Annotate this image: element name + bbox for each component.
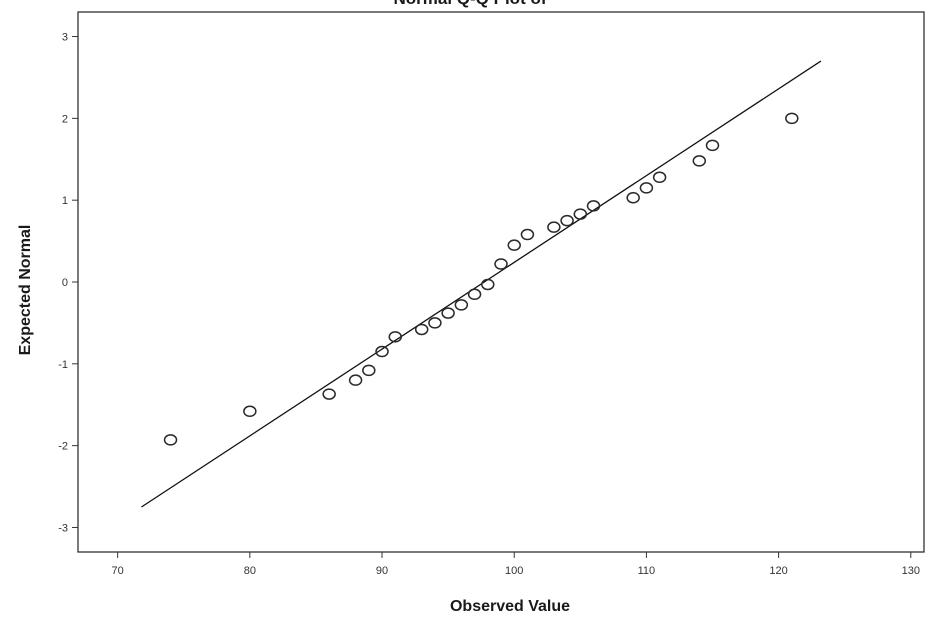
data-point <box>362 364 376 377</box>
data-point <box>375 345 389 358</box>
y-tick-label: -3 <box>58 522 68 534</box>
x-tick-label: 100 <box>505 565 523 577</box>
data-point <box>639 182 654 194</box>
x-tick-label: 90 <box>376 565 388 577</box>
data-point <box>652 171 667 184</box>
data-point <box>626 191 640 204</box>
data-point <box>560 214 574 227</box>
data-point <box>388 331 402 343</box>
plot-frame <box>77 11 925 553</box>
data-point <box>547 221 561 233</box>
data-point <box>481 278 495 291</box>
data-point <box>705 139 720 152</box>
data-point <box>454 299 469 311</box>
x-tick-label: 70 <box>112 565 124 577</box>
data-point <box>692 155 707 167</box>
data-point <box>785 112 799 125</box>
x-axis-label: Observed Value <box>450 598 570 615</box>
y-tick-label: 2 <box>62 113 68 125</box>
data-point <box>573 208 588 220</box>
y-tick-label: 1 <box>62 195 68 207</box>
y-tick-label: 3 <box>62 32 68 44</box>
x-tick-label: 80 <box>244 565 256 577</box>
data-point <box>586 200 601 212</box>
y-tick-label: 0 <box>62 277 68 289</box>
data-point <box>428 317 442 329</box>
data-point <box>467 288 482 301</box>
x-tick-label: 110 <box>638 565 656 577</box>
y-tick-label: -2 <box>58 441 68 453</box>
data-point <box>414 323 429 336</box>
x-tick-label: 130 <box>902 565 920 577</box>
axis-ticks: 70 80 90 100 110 120 130 3 2 1 0 -1 -2 -3 <box>58 32 920 577</box>
data-point <box>243 405 257 418</box>
data-point <box>441 307 455 319</box>
data-points <box>163 112 799 446</box>
data-point <box>163 434 178 446</box>
data-point <box>494 258 508 270</box>
y-tick-label: -1 <box>58 359 68 371</box>
data-point <box>507 239 521 251</box>
x-tick-label: 120 <box>769 565 787 577</box>
y-axis-label: Expected Normal <box>17 225 34 356</box>
data-point <box>322 388 336 400</box>
data-point <box>348 374 363 386</box>
chart-title: Normal Q-Q Plot of <box>394 0 547 8</box>
data-point <box>520 228 535 241</box>
